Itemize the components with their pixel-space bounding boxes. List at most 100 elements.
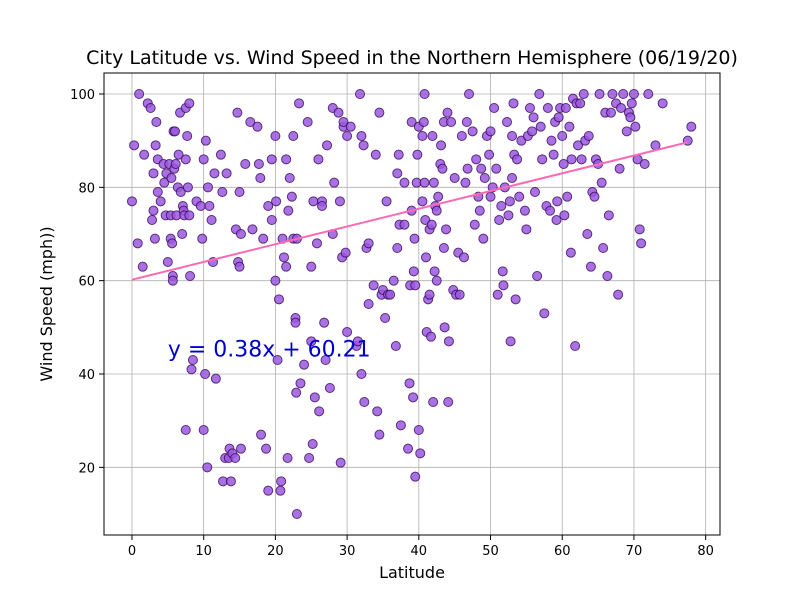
data-point xyxy=(557,131,568,141)
data-point xyxy=(137,261,148,272)
data-point xyxy=(263,485,274,496)
data-point xyxy=(399,219,410,230)
data-point xyxy=(614,163,625,174)
data-point xyxy=(180,425,191,435)
data-point xyxy=(299,359,310,370)
data-point xyxy=(393,149,404,160)
data-point xyxy=(417,196,428,207)
data-point xyxy=(686,121,697,132)
data-point xyxy=(436,140,447,151)
x-tick-label: 30 xyxy=(339,544,356,559)
data-point xyxy=(464,89,475,99)
data-point xyxy=(496,201,507,211)
data-point xyxy=(358,140,369,151)
data-point xyxy=(431,205,442,216)
data-point xyxy=(185,271,196,281)
data-point xyxy=(607,89,618,99)
x-tick-label: 40 xyxy=(411,544,428,559)
data-point xyxy=(431,275,442,286)
data-point xyxy=(589,191,600,202)
data-point xyxy=(512,154,523,165)
data-point xyxy=(145,103,156,113)
data-point xyxy=(311,238,322,249)
regression-annotation: y = 0.38x + 60.21 xyxy=(168,338,371,363)
data-point xyxy=(313,154,324,165)
data-point xyxy=(548,149,559,160)
data-point xyxy=(309,392,320,403)
data-point xyxy=(559,210,570,221)
data-point xyxy=(532,271,543,281)
data-point xyxy=(247,224,258,235)
data-point xyxy=(359,397,370,407)
data-point xyxy=(485,191,496,202)
data-point xyxy=(418,117,429,127)
data-point xyxy=(381,196,392,207)
data-point xyxy=(275,485,286,496)
data-point xyxy=(202,182,213,193)
data-point xyxy=(273,294,284,305)
data-point xyxy=(454,289,465,300)
data-point xyxy=(564,121,575,132)
data-point xyxy=(320,355,331,365)
data-point xyxy=(616,103,627,113)
data-point xyxy=(576,154,587,165)
data-point xyxy=(553,112,564,123)
data-point xyxy=(478,233,489,244)
data-point xyxy=(217,187,228,197)
data-point xyxy=(324,383,335,393)
data-point xyxy=(261,443,272,454)
x-tick-label: 80 xyxy=(697,544,714,559)
data-point xyxy=(566,154,577,165)
data-point xyxy=(449,173,460,183)
data-point xyxy=(314,406,325,417)
data-point xyxy=(562,191,573,202)
data-point xyxy=(467,126,478,137)
data-point xyxy=(462,163,473,174)
data-point xyxy=(166,173,177,183)
data-point xyxy=(605,107,616,118)
data-point xyxy=(235,229,246,239)
data-point xyxy=(494,215,505,225)
data-point xyxy=(281,154,292,165)
data-point xyxy=(485,126,496,137)
data-point xyxy=(497,266,508,277)
data-point xyxy=(294,98,305,109)
data-point xyxy=(240,159,251,169)
data-point xyxy=(443,336,454,347)
data-point xyxy=(186,364,197,375)
data-point xyxy=(410,471,421,482)
data-point xyxy=(441,224,452,235)
data-point xyxy=(356,131,367,141)
data-point xyxy=(317,201,328,211)
data-point xyxy=(412,149,423,160)
data-point xyxy=(575,98,586,109)
data-point xyxy=(245,117,256,127)
data-point xyxy=(419,177,430,188)
data-point xyxy=(657,98,668,109)
data-point xyxy=(570,341,581,351)
data-point xyxy=(419,89,430,99)
data-point xyxy=(489,103,500,113)
x-axis-ticks: 0 10 20 30 40 50 60 70 80 xyxy=(128,535,714,559)
data-point xyxy=(404,378,415,389)
data-point xyxy=(527,126,538,137)
data-point xyxy=(618,89,629,99)
data-point xyxy=(426,219,437,230)
data-point xyxy=(413,425,424,435)
data-point xyxy=(134,89,145,99)
data-point xyxy=(152,187,163,197)
data-point xyxy=(210,373,221,384)
data-point xyxy=(204,201,215,211)
data-point xyxy=(291,387,302,398)
data-point xyxy=(363,299,374,309)
data-point xyxy=(426,331,437,342)
data-point xyxy=(167,238,178,249)
data-point xyxy=(392,243,403,253)
data-point xyxy=(420,252,431,263)
data-point xyxy=(479,173,490,183)
data-point xyxy=(271,196,282,207)
data-point xyxy=(255,173,266,183)
data-point xyxy=(187,355,198,365)
data-point xyxy=(290,317,301,328)
data-point xyxy=(385,289,396,300)
